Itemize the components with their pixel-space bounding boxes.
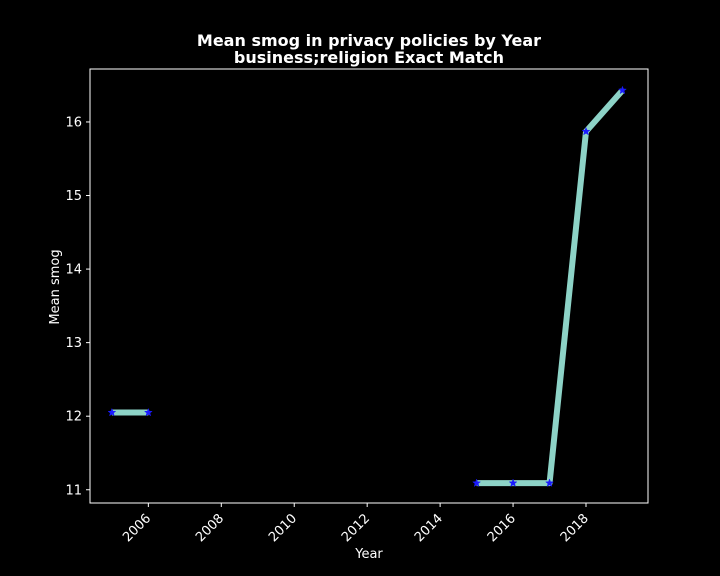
x-tick-label: 2012 xyxy=(339,511,373,545)
data-point-marker xyxy=(618,85,627,95)
x-tick-label: 2016 xyxy=(485,511,519,545)
data-point-marker xyxy=(143,407,153,417)
plot-area: 11 12 13 14 15 16 2006 2008 2010 2012 2014 2016 2018 xyxy=(65,68,649,545)
y-tick-label: 11 xyxy=(65,483,82,498)
y-tick-label: 15 xyxy=(65,189,82,204)
y-tick-label: 14 xyxy=(65,263,82,278)
x-tick-label: 2008 xyxy=(193,511,227,545)
data-point-marker xyxy=(508,478,518,487)
y-tick-label: 12 xyxy=(65,410,82,425)
x-axis-label: Year xyxy=(354,547,383,562)
x-tick-label: 2010 xyxy=(266,511,300,545)
x-tick-label: 2014 xyxy=(412,511,446,545)
chart-subtitle: business;religion Exact Match xyxy=(234,48,504,67)
axes-frame xyxy=(89,68,649,504)
y-tick-label: 16 xyxy=(65,115,82,130)
chart-title: Mean smog in privacy policies by Year xyxy=(197,31,541,50)
series-line xyxy=(476,88,625,487)
data-point-marker xyxy=(472,478,482,487)
data-point-marker xyxy=(581,126,591,136)
x-tick-label: 2006 xyxy=(120,511,154,545)
x-tick-label: 2018 xyxy=(558,511,592,545)
data-point-marker xyxy=(545,478,554,487)
y-tick-label: 13 xyxy=(65,336,82,351)
data-point-marker xyxy=(107,407,117,417)
y-axis-label: Mean smog xyxy=(48,249,63,324)
